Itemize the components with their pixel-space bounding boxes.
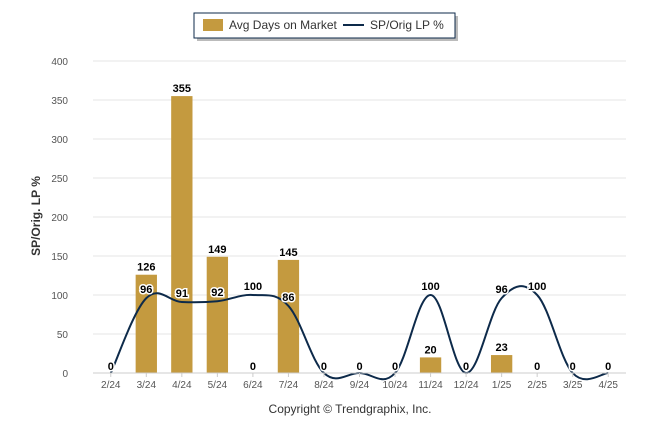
x-tick-label: 2/25 [527, 380, 547, 391]
bar-3-24[interactable] [135, 274, 157, 373]
y-axis-title: SP/Orig. LP % [29, 176, 43, 256]
bar-label-4-24: 355 [173, 83, 191, 95]
x-tick-label: 11/24 [418, 380, 443, 391]
line-label-2-25: 100 [528, 281, 546, 293]
x-tick-label: 6/24 [243, 380, 263, 391]
x-tick-label: 12/24 [454, 380, 479, 391]
y-tick-label: 300 [51, 135, 68, 146]
x-tick-label: 8/24 [314, 380, 334, 391]
bar-label-2-25: 0 [534, 361, 540, 373]
y-tick-label: 50 [57, 330, 69, 341]
legend-box [193, 12, 456, 39]
x-tick-label: 2/24 [101, 380, 121, 391]
bar-label-1-25: 23 [496, 342, 508, 354]
legend-label-days-on-market[interactable]: Avg Days on Market [229, 18, 337, 32]
bar-label-7-24: 145 [279, 247, 297, 259]
line-label-4-24: 91 [176, 288, 188, 300]
bar-7-24[interactable] [277, 259, 300, 373]
legend-swatch-bar [203, 19, 223, 31]
x-tick-label: 4/24 [172, 380, 192, 391]
bar-label-10-24: 0 [392, 361, 398, 373]
bar-label-6-24: 0 [250, 361, 256, 373]
x-tick-label: 3/24 [137, 380, 157, 391]
y-tick-label: 150 [51, 252, 68, 263]
line-label-5-24: 92 [211, 287, 223, 299]
bar-label-5-24: 149 [208, 244, 226, 256]
y-tick-label: 350 [51, 96, 68, 107]
x-tick-label: 1/25 [492, 380, 512, 391]
y-tick-label: 250 [51, 174, 68, 185]
line-label-6-24: 100 [244, 281, 262, 293]
legend-label-sp-orig-lp[interactable]: SP/Orig LP % [370, 18, 444, 32]
y-tick-label: 200 [51, 213, 68, 224]
y-tick-label: 100 [51, 291, 68, 302]
line-label-3-24: 96 [140, 284, 152, 296]
x-tick-label: 7/24 [279, 380, 299, 391]
x-tick-label: 10/24 [383, 380, 408, 391]
legend[interactable]: Avg Days on Market SP/Orig LP % [193, 12, 458, 41]
copyright-text: Copyright © Trendgraphix, Inc. [269, 402, 432, 416]
bar-5-24[interactable] [206, 256, 229, 373]
bar-series-days-on-market [135, 96, 513, 373]
x-axis-ticks: 2/24 3/24 4/24 5/24 6/24 7/24 8/24 9/24 10/24 11/… [101, 373, 618, 391]
line-label-11-24: 100 [421, 281, 439, 293]
x-tick-label: 9/24 [350, 380, 370, 391]
bar-label-2-24: 0 [108, 361, 114, 373]
data-labels: 0 126 355 149 0 145 0 0 0 20 0 23 0 0 0 96 91 92 100 86 100 9… [106, 82, 613, 375]
bar-label-3-24: 126 [137, 262, 155, 274]
y-axis-ticks: 0 50 100 150 200 250 300 350 400 [51, 57, 68, 380]
bar-4-24[interactable] [171, 96, 193, 373]
line-label-1-25: 96 [496, 284, 508, 296]
y-tick-label: 400 [51, 57, 68, 68]
bar-label-9-24: 0 [356, 361, 362, 373]
bar-label-12-24: 0 [463, 361, 469, 373]
line-label-7-24: 86 [282, 292, 294, 304]
bar-label-11-24: 20 [424, 344, 436, 356]
bar-11-24[interactable] [419, 357, 442, 373]
bar-label-4-25: 0 [605, 361, 611, 373]
x-tick-label: 4/25 [598, 380, 618, 391]
x-tick-label: 5/24 [208, 380, 228, 391]
line-series-sp-orig-lp [109, 285, 609, 381]
y-tick-label: 0 [62, 369, 68, 380]
bar-label-3-25: 0 [570, 361, 576, 373]
x-tick-label: 3/25 [563, 380, 583, 391]
bar-label-8-24: 0 [321, 361, 327, 373]
bar-1-25[interactable] [490, 355, 513, 373]
